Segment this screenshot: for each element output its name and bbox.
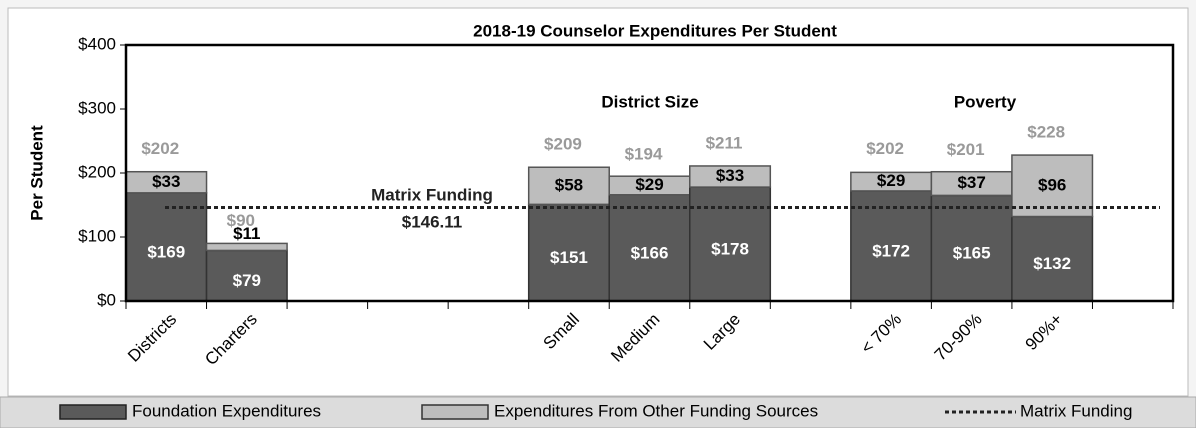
total-label: $202	[866, 139, 904, 158]
value-label: $29	[635, 175, 663, 194]
legend-label: Foundation Expenditures	[132, 401, 321, 420]
value-label: $166	[631, 243, 669, 262]
legend-label: Expenditures From Other Funding Sources	[494, 401, 818, 420]
bar-segment	[689, 165, 772, 188]
bar-segment	[850, 190, 933, 302]
value-label: $33	[716, 166, 744, 185]
value-label: $96	[1038, 175, 1066, 194]
legend-swatch	[421, 404, 489, 420]
value-label: $132	[1033, 254, 1071, 273]
value-label: $151	[550, 248, 588, 267]
total-label: $228	[1027, 123, 1065, 142]
chart-title: 2018-19 Counselor Expenditures Per Stude…	[473, 21, 837, 40]
group-label: Poverty	[954, 92, 1017, 111]
legend-swatch	[59, 404, 127, 420]
value-label: $11	[233, 224, 260, 243]
bar-segment	[205, 242, 288, 252]
reference-annotation: Matrix Funding	[371, 185, 493, 204]
bar-segment	[608, 194, 691, 302]
y-tick-label: $100	[78, 226, 116, 245]
total-label: $202	[141, 139, 179, 158]
value-label: $29	[877, 171, 905, 190]
total-label: $209	[544, 135, 582, 154]
total-label: $201	[947, 140, 985, 159]
y-tick-label: $200	[78, 162, 116, 181]
total-label: $90	[227, 211, 255, 230]
y-axis-label: Per Student	[27, 125, 46, 221]
value-label: $33	[152, 172, 180, 191]
legend-label: Matrix Funding	[1020, 401, 1132, 420]
plot-border	[124, 43, 1175, 303]
value-label: $37	[957, 173, 985, 192]
value-label: $169	[147, 242, 185, 261]
group-label: District Size	[601, 92, 698, 111]
value-label: $172	[872, 241, 910, 260]
value-label: $79	[233, 271, 261, 290]
value-label: $58	[555, 175, 583, 194]
bar-segment	[1011, 154, 1094, 218]
y-tick-label: $0	[97, 290, 116, 309]
value-label: $178	[711, 240, 749, 259]
total-label: $194	[625, 144, 663, 163]
value-label: $165	[953, 244, 991, 263]
reference-value-label: $146.11	[402, 212, 463, 231]
bar-segment	[930, 194, 1013, 302]
y-tick-label: $300	[78, 98, 116, 117]
y-tick-label: $400	[78, 34, 116, 53]
bar-segment	[527, 166, 610, 206]
total-label: $211	[706, 133, 743, 152]
